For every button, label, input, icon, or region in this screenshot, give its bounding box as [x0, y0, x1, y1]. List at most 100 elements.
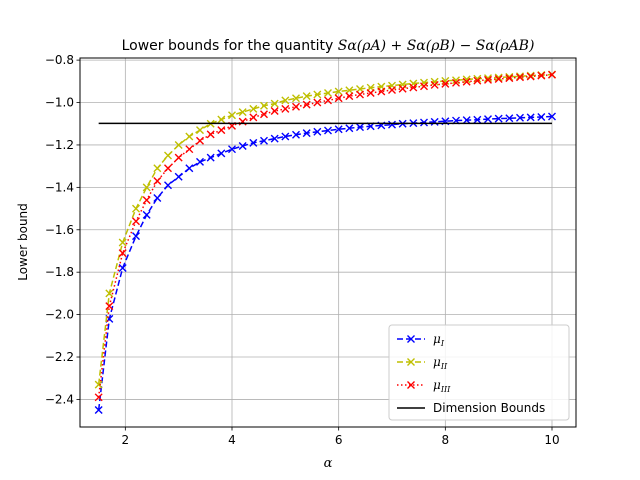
- data-point-marker: [473, 76, 482, 85]
- data-point-marker: [292, 130, 300, 139]
- data-point-marker: [118, 249, 127, 258]
- data-point-marker: [420, 118, 428, 127]
- data-point-marker: [164, 151, 172, 160]
- data-point-marker: [164, 164, 172, 173]
- data-point-marker: [366, 88, 375, 97]
- x-tick-label: 10: [544, 433, 559, 447]
- data-point-marker: [153, 164, 162, 173]
- data-point-marker: [94, 393, 103, 402]
- data-point-marker: [174, 172, 183, 181]
- data-point-marker: [516, 73, 524, 82]
- data-point-marker: [185, 145, 194, 154]
- data-point-marker: [94, 380, 103, 389]
- data-point-marker: [407, 335, 415, 343]
- data-point-marker: [548, 112, 556, 121]
- data-point-marker: [142, 183, 151, 192]
- data-point-marker: [548, 70, 556, 79]
- y-tick-label: −1.0: [45, 96, 74, 110]
- data-point-marker: [132, 204, 140, 213]
- data-point-marker: [249, 113, 258, 122]
- data-point-marker: [196, 136, 204, 145]
- series-layer: [94, 70, 556, 415]
- data-point-marker: [142, 196, 151, 205]
- data-point-marker: [174, 153, 183, 162]
- data-point-marker: [238, 142, 247, 151]
- data-point-marker: [132, 232, 140, 241]
- data-point-marker: [302, 100, 311, 109]
- data-point-marker: [302, 129, 311, 138]
- series-1: [94, 70, 556, 389]
- series-0: [94, 112, 556, 415]
- data-point-marker: [281, 96, 290, 105]
- x-tick-label: 4: [228, 433, 236, 447]
- data-point-marker: [142, 210, 151, 219]
- data-point-marker: [174, 140, 183, 149]
- data-point-marker: [313, 127, 322, 136]
- data-point-marker: [526, 72, 535, 81]
- legend-entry: μII: [397, 355, 448, 371]
- data-point-marker: [281, 132, 290, 141]
- data-point-marker: [196, 126, 204, 135]
- y-tick-label: −1.2: [45, 138, 74, 152]
- data-point-marker: [407, 358, 415, 366]
- data-point-marker: [105, 302, 114, 311]
- data-point-marker: [526, 113, 535, 122]
- chart-title-prefix: Lower bounds for the quantity: [122, 38, 338, 54]
- data-point-marker: [206, 153, 215, 162]
- data-point-marker: [494, 114, 503, 123]
- data-point-marker: [398, 84, 407, 93]
- grid: [80, 58, 576, 427]
- data-point-marker: [462, 75, 471, 84]
- data-point-marker: [377, 87, 386, 96]
- data-point-marker: [494, 73, 503, 82]
- chart-title-formula: Sα(ρA) + Sα(ρB) − Sα(ρAB): [338, 38, 535, 54]
- data-point-marker: [206, 130, 215, 139]
- data-point-marker: [281, 104, 290, 113]
- data-point-marker: [537, 112, 546, 121]
- legend-entry: Dimension Bounds: [397, 401, 545, 415]
- data-point-marker: [260, 110, 268, 119]
- legend-label: μI: [433, 332, 445, 348]
- data-point-marker: [313, 90, 322, 99]
- data-point-marker: [484, 115, 492, 124]
- data-point-marker: [249, 138, 258, 147]
- data-point-marker: [228, 145, 236, 154]
- data-point-marker: [420, 78, 428, 87]
- data-point-marker: [334, 87, 343, 96]
- data-point-marker: [324, 88, 332, 97]
- data-point-marker: [292, 102, 300, 111]
- data-point-marker: [409, 83, 418, 92]
- data-point-marker: [302, 92, 311, 101]
- data-point-marker: [388, 86, 396, 95]
- y-tick-label: −1.4: [45, 180, 74, 194]
- data-point-marker: [430, 80, 439, 89]
- legend-entry: μIII: [397, 378, 451, 394]
- data-point-marker: [334, 94, 343, 103]
- data-point-marker: [94, 406, 103, 415]
- chart-title: Lower bounds for the quantity Sα(ρA) + S…: [122, 38, 535, 54]
- data-point-marker: [516, 113, 524, 122]
- data-point-marker: [217, 115, 226, 124]
- data-point-marker: [249, 104, 258, 113]
- data-point-marker: [185, 164, 194, 173]
- data-point-marker: [270, 99, 279, 108]
- data-point-marker: [473, 115, 482, 124]
- x-axis-label: α: [324, 456, 333, 471]
- data-point-marker: [260, 101, 268, 110]
- data-point-marker: [270, 134, 279, 143]
- data-point-marker: [407, 381, 415, 389]
- data-point-marker: [516, 72, 524, 81]
- data-point-marker: [345, 86, 354, 95]
- y-tick-label: −2.2: [45, 350, 74, 364]
- data-point-marker: [132, 217, 140, 226]
- data-point-marker: [217, 149, 226, 158]
- x-tick-label: 2: [122, 433, 130, 447]
- data-point-marker: [494, 74, 503, 83]
- data-point-marker: [430, 77, 439, 86]
- data-point-marker: [238, 108, 247, 117]
- plot-frame: [79, 57, 577, 428]
- data-point-marker: [430, 117, 439, 126]
- y-tick-label: −1.6: [45, 223, 74, 237]
- legend-box: [388, 324, 570, 421]
